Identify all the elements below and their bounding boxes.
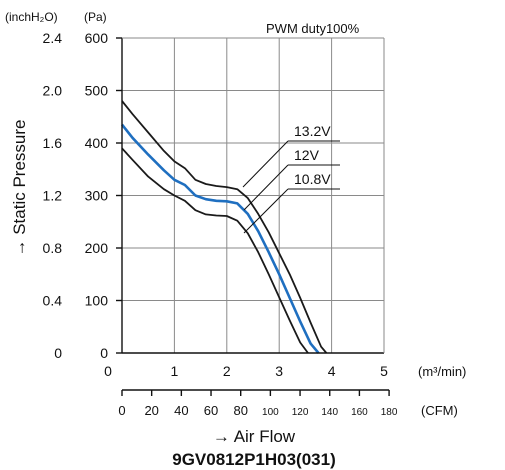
y2-tick-label: 1.2 <box>43 188 63 204</box>
x-axis-label: → Air Flow <box>213 427 296 446</box>
x-tick-label: 2 <box>223 363 231 379</box>
x2-tick-label: 20 <box>144 403 158 418</box>
y-tick-label: 600 <box>85 30 109 46</box>
x-unit-label: (m³/min) <box>418 364 466 379</box>
y2-tick-label: 0 <box>54 345 62 361</box>
series-label: 13.2V <box>294 123 331 139</box>
x-tick-label: 1 <box>171 363 179 379</box>
x2-tick-label: 60 <box>204 403 218 418</box>
series-layer <box>120 100 328 354</box>
x2-tick-label: 40 <box>174 403 188 418</box>
grid <box>122 37 385 353</box>
series-line-10-8v <box>121 147 309 354</box>
x2-tick-label: 140 <box>321 407 338 418</box>
x2-tick-label: 180 <box>381 407 398 418</box>
x2-tick-label: 160 <box>351 407 368 418</box>
y-tick-label: 400 <box>85 135 109 151</box>
x-tick-label: 5 <box>380 363 388 379</box>
x-tick-label: 3 <box>275 363 283 379</box>
x-tick-label: 4 <box>328 363 336 379</box>
y2-tick-label: 2.4 <box>43 30 63 46</box>
series-leader-line <box>243 164 289 211</box>
series-label: 10.8V <box>294 171 331 187</box>
chart-labels: (inchH₂O) (Pa) PWM duty100% (m³/min) (CF… <box>5 10 466 469</box>
series-leaders: 13.2V 12V 10.8V <box>242 123 340 234</box>
y-unit-label: (Pa) <box>84 10 107 24</box>
series-label: 12V <box>294 147 320 163</box>
y2-tick-label: 0.8 <box>43 240 63 256</box>
series-leader-line <box>243 188 289 234</box>
series-line-12v <box>120 123 320 354</box>
y-tick-label: 500 <box>85 83 109 99</box>
x2-tick-label: 120 <box>292 407 309 418</box>
y2-unit-label: (inchH₂O) <box>5 10 58 24</box>
chart-annotation: PWM duty100% <box>266 21 360 36</box>
y-tick-label: 300 <box>85 188 109 204</box>
x-tick-label: 0 <box>104 363 112 379</box>
x2-tick-label: 0 <box>118 403 125 418</box>
series-leader-line <box>242 140 289 188</box>
y-tick-label: 100 <box>85 293 109 309</box>
x2-tick-label: 80 <box>233 403 247 418</box>
y-tick-label: 0 <box>100 345 108 361</box>
y-tick-label: 200 <box>85 240 109 256</box>
y2-tick-label: 2.0 <box>43 83 63 99</box>
series-line-13-2v <box>121 100 328 354</box>
y2-tick-label: 0.4 <box>43 293 63 309</box>
x2-unit-label: (CFM) <box>421 403 458 418</box>
x2-tick-label: 100 <box>262 407 279 418</box>
y-axis-label: → Static Pressure <box>10 120 29 257</box>
y2-tick-label: 1.6 <box>43 135 63 151</box>
chart-title: 9GV0812P1H03(031) <box>172 450 336 469</box>
